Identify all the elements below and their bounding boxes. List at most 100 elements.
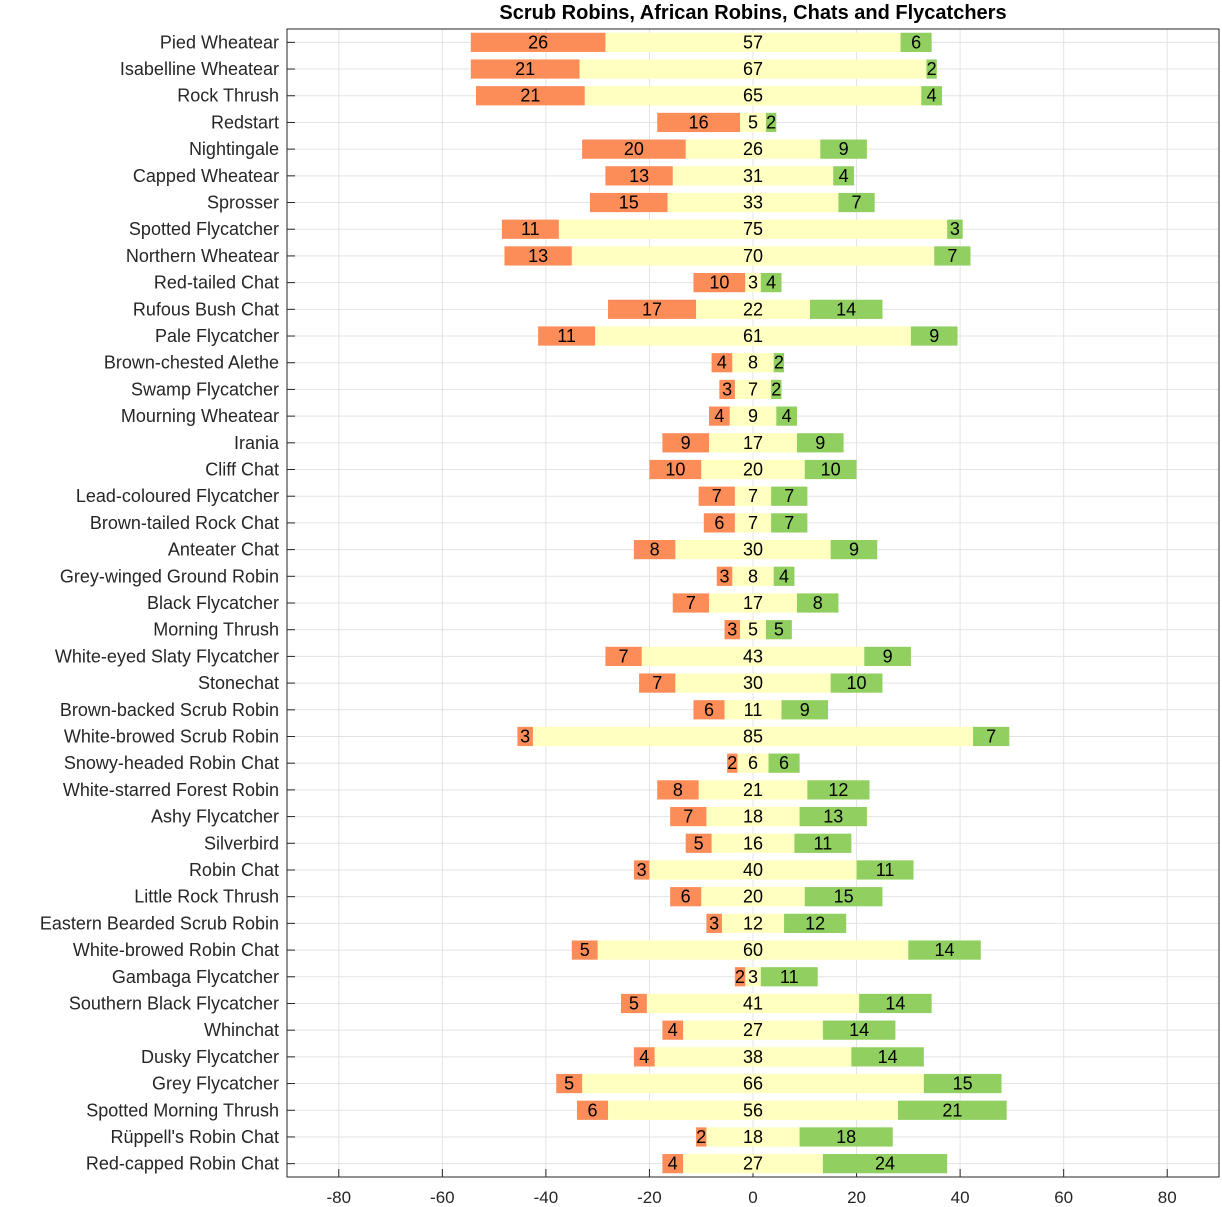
value-label-negative: 7: [619, 646, 629, 666]
x-tick-label: 40: [951, 1188, 970, 1207]
value-label-positive: 7: [947, 246, 957, 266]
category-label: Dusky Flycatcher: [141, 1047, 279, 1067]
category-label: Mourning Wheatear: [121, 406, 279, 426]
value-label-neutral: 7: [748, 513, 758, 533]
chart-title: Scrub Robins, African Robins, Chats and …: [499, 2, 1006, 24]
bar-negative: [504, 246, 572, 266]
bar-neutral: [740, 620, 766, 640]
category-label: Capped Wheatear: [133, 166, 279, 186]
value-label-negative: 6: [587, 1100, 597, 1120]
value-label-positive: 4: [927, 86, 937, 106]
bar-positive: [833, 166, 854, 186]
bar-neutral: [740, 112, 766, 133]
category-label: Nightingale: [189, 139, 279, 159]
x-tick-label: 80: [1158, 1188, 1177, 1207]
bar-positive: [851, 1047, 924, 1067]
value-label-neutral: 65: [743, 86, 763, 106]
bar-negative: [605, 166, 673, 186]
value-label-negative: 2: [727, 753, 737, 773]
bar-neutral: [732, 566, 774, 586]
value-label-neutral: 38: [743, 1047, 763, 1067]
value-label-neutral: 40: [743, 860, 763, 880]
bar-negative: [633, 860, 650, 880]
bar-positive: [897, 1100, 1007, 1120]
value-label-neutral: 61: [743, 326, 763, 346]
value-label-neutral: 21: [743, 780, 763, 800]
bar-negative: [693, 273, 746, 293]
category-label: Red-tailed Chat: [154, 273, 279, 293]
bar-positive: [799, 806, 867, 827]
value-label-neutral: 67: [743, 59, 763, 79]
category-label: Spotted Flycatcher: [129, 219, 279, 239]
category-label: Anteater Chat: [168, 540, 279, 560]
value-label-negative: 3: [520, 726, 530, 746]
value-label-positive: 2: [771, 379, 781, 399]
bar-neutral: [685, 139, 821, 159]
category-label: White-browed Robin Chat: [73, 940, 279, 960]
bar-positive: [926, 59, 937, 79]
value-label-positive: 8: [813, 593, 823, 613]
bar-neutral: [701, 887, 805, 907]
value-label-positive: 9: [839, 139, 849, 159]
bar-neutral: [737, 753, 769, 773]
value-label-negative: 26: [528, 32, 548, 52]
value-label-positive: 14: [849, 1020, 869, 1040]
bar-positive: [908, 940, 981, 960]
bar-neutral: [734, 513, 772, 533]
category-label: Gambaga Flycatcher: [112, 967, 279, 987]
value-label-neutral: 85: [743, 726, 763, 746]
bar-negative: [662, 1020, 684, 1040]
value-label-neutral: 70: [743, 246, 763, 266]
bar-positive: [771, 379, 782, 400]
value-label-positive: 10: [821, 460, 841, 480]
bar-positive: [760, 273, 782, 293]
bar-negative: [608, 299, 697, 319]
value-label-neutral: 22: [743, 299, 763, 319]
value-label-negative: 2: [735, 967, 745, 987]
category-label: Stonechat: [198, 673, 279, 693]
category-label: Cliff Chat: [205, 460, 279, 480]
bar-neutral: [698, 780, 808, 800]
value-label-positive: 12: [828, 780, 848, 800]
bar-neutral: [745, 273, 761, 293]
value-label-negative: 4: [668, 1020, 678, 1040]
bar-positive: [797, 433, 844, 453]
value-label-neutral: 8: [748, 353, 758, 373]
value-label-positive: 4: [766, 273, 776, 293]
bar-positive: [809, 299, 883, 319]
bar-neutral: [667, 192, 839, 213]
category-label: White-eyed Slaty Flycatcher: [55, 646, 279, 666]
bar-neutral: [706, 806, 800, 827]
category-label: Brown-chested Alethe: [104, 353, 279, 373]
value-labels: 26 57 621 67 221 65 416 5 220 26 913 31 415 33 711 75 31…: [515, 32, 996, 1173]
bar-neutral: [721, 913, 785, 933]
bar-negative: [685, 833, 712, 853]
value-label-negative: 13: [528, 246, 548, 266]
category-label: Lead-coloured Flycatcher: [76, 486, 279, 506]
value-label-neutral: 30: [743, 673, 763, 693]
bar-negative: [475, 86, 585, 106]
bar-positive: [910, 326, 958, 346]
category-label: Grey Flycatcher: [152, 1074, 279, 1094]
bar-negative: [470, 59, 580, 79]
bar-neutral: [683, 1154, 823, 1174]
bar-positive: [820, 139, 867, 159]
category-label: Brown-tailed Rock Chat: [90, 513, 279, 533]
category-label: Sprosser: [207, 193, 279, 213]
bar-neutral: [654, 1047, 852, 1067]
bar-neutral: [675, 539, 831, 560]
bar-positive: [923, 1073, 1002, 1094]
bar-neutral: [595, 326, 911, 346]
value-label-positive: 18: [836, 1127, 856, 1147]
x-tick-label: 20: [847, 1188, 866, 1207]
category-label: Northern Wheatear: [126, 246, 279, 266]
bar-neutral: [582, 1073, 924, 1094]
bar-negative: [556, 1073, 583, 1094]
value-label-negative: 4: [717, 353, 727, 373]
value-label-positive: 4: [782, 406, 792, 426]
category-label: Eastern Bearded Scrub Robin: [40, 913, 279, 933]
value-label-neutral: 5: [748, 112, 758, 132]
bar-neutral: [708, 433, 798, 453]
value-label-neutral: 66: [743, 1074, 763, 1094]
bar-positive: [807, 780, 870, 800]
